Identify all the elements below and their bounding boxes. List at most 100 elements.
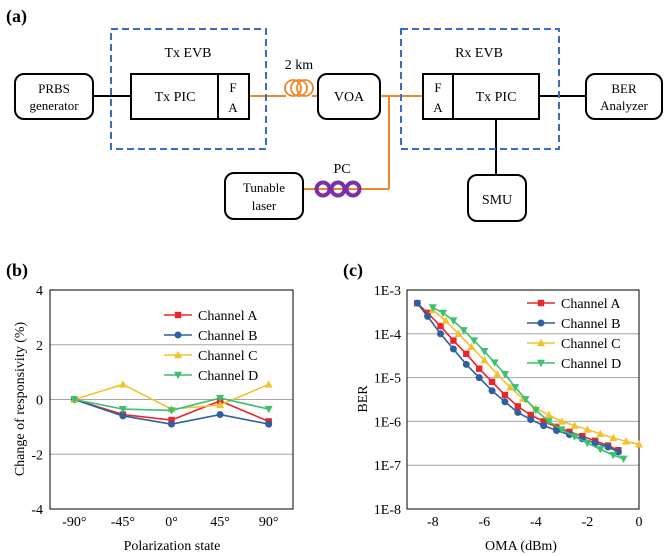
panel-c-data-point [437,330,445,338]
panel-c-data-point [500,370,509,379]
panel-b-gridlines [50,344,293,455]
panel-b-legend-marker [174,311,182,319]
panel-c-legend-label: Channel A [561,297,621,312]
panel-b-label: (b) [6,260,28,281]
ber-analyzer-line2: Analyzer [600,98,648,113]
prbs-generator-box [14,73,94,120]
panel-b-data-point [118,405,127,414]
panel-c-data-point [488,378,496,386]
panel-b-data-point [216,411,224,419]
panel-c-data-point [557,417,566,425]
rx-fa-a: A [433,100,443,115]
ber-analyzer-line1: BER [611,81,637,96]
rx-evb-box [400,28,560,150]
panel-c-data-point [540,422,548,430]
panel-c-legend-label: Channel C [561,337,621,352]
panel-c-data-point [475,365,483,372]
prbs-line1: PRBS [38,81,70,96]
panel-c-data-point [514,403,522,410]
panel-b-data-point [264,405,273,414]
panel-c-data-point [604,443,612,451]
rx-pic-box [422,73,540,120]
panel-c-data-point [531,407,540,415]
panel-c-ber-chart: (c) 1E-8 1E-7 1E-6 1E-5 1E-4 1E-3 -8 -6 -4 -2 0 OM… [343,260,643,554]
panel-b-data-point [216,400,225,409]
panel-b-x-tick-label: 45° [210,515,230,530]
panel-c-data-point [622,437,631,445]
rx-fa-f: F [434,80,441,95]
panel-c-data-point [521,396,530,404]
panel-b-y-axis-label: Change of responsivity (%) [13,321,28,476]
panel-c-data-point [596,429,605,438]
panel-c-y-tick-label: 1E-4 [374,328,401,343]
panel-c-label: (c) [343,260,363,281]
panel-c-data-point [463,350,470,357]
panel-c-data-point [449,317,458,325]
panel-b-data-point [70,396,79,404]
panel-c-data-point [462,360,470,368]
panel-c-data-point [514,408,522,416]
panel-c-data-point [490,359,499,367]
polarization-controller-icon [314,180,362,198]
panel-c-data-point [454,329,463,337]
panel-c-data-point [527,416,535,424]
panel-c-data-point [609,451,618,460]
tx-pic-box [130,73,250,120]
panel-c-data-point [501,398,509,406]
panel-c-x-tick-label: -2 [582,515,594,530]
panel-c-legend-marker [537,319,545,327]
panel-c-data-point [570,421,579,429]
tx-pic-label: Tx PIC [155,90,196,105]
panel-c-data-point [506,383,515,391]
smu-label: SMU [482,193,512,208]
panel-b-legend-label: Channel D [198,369,258,384]
tunable-laser-line1: Tunable [243,180,285,195]
panel-c-data-point [501,391,509,399]
panel-c-data-point [450,337,457,344]
panel-b-plot-frame [49,289,294,510]
tunable-laser-box [224,172,304,220]
panel-c-legend-label: Channel B [561,317,621,332]
tx-evb-label: Tx EVB [164,46,211,61]
panel-c-data-point [480,355,489,364]
panel-c-legend-marker [537,338,545,347]
fiber-spool-icon [284,79,314,97]
panel-b-legend: Channel A Channel B Channel C Channel D [164,309,258,384]
panel-b-legend-label: Channel B [198,329,258,344]
panel-c-data-point [635,440,643,448]
panel-c-x-tick-label: 0 [636,515,643,530]
panel-b-legend-label: Channel A [198,309,258,324]
panel-c-x-tick-label: -8 [427,515,439,530]
panel-b-x-axis-label: Polarization state [124,539,221,554]
panel-c-data-point [596,446,605,454]
panel-c-data-point [614,448,622,456]
panel-b-data-point [265,420,273,428]
panel-c-data-point [544,410,553,419]
panel-b-x-tick-label: 0° [165,515,178,530]
panel-b-series-group [70,380,273,428]
panel-b-data-point [168,416,175,424]
panel-c-data-point [511,384,520,392]
voa-box [317,73,381,120]
panel-b-x-tick-label: -90° [62,515,86,530]
panel-c-data-point [441,316,450,324]
panel-c-x-axis-label: OMA (dBm) [485,539,557,554]
panel-c-data-point [544,418,553,426]
panel-b-legend-marker [174,331,182,339]
panel-b-data-point [216,394,225,403]
panel-c-data-point [583,425,592,433]
panel-b-tick-labels: -4 -2 0 2 4 -90° -45° 0° 45° 90° [31,284,278,530]
panel-c-data-point [439,309,448,318]
panel-c-data-point [540,418,547,425]
panel-c-x-tick-label: -4 [530,515,542,530]
panel-a-setup-schematic: (a) Tx EVB Rx EVB PRBS generator Tx PIC … [6,6,663,222]
panel-c-data-point [475,374,483,382]
panel-b-responsivity-chart: (b) -4 -2 0 2 4 -90° -45° 0° 45° 90° Polarization… [6,260,294,554]
panel-c-data-point [470,337,479,345]
panel-c-data-point [570,433,579,441]
panel-b-legend-marker [174,350,182,359]
tunable-laser-line2: laser [252,198,277,213]
panel-c-legend-marker [537,359,545,368]
panel-c-legend-marker [537,299,545,307]
